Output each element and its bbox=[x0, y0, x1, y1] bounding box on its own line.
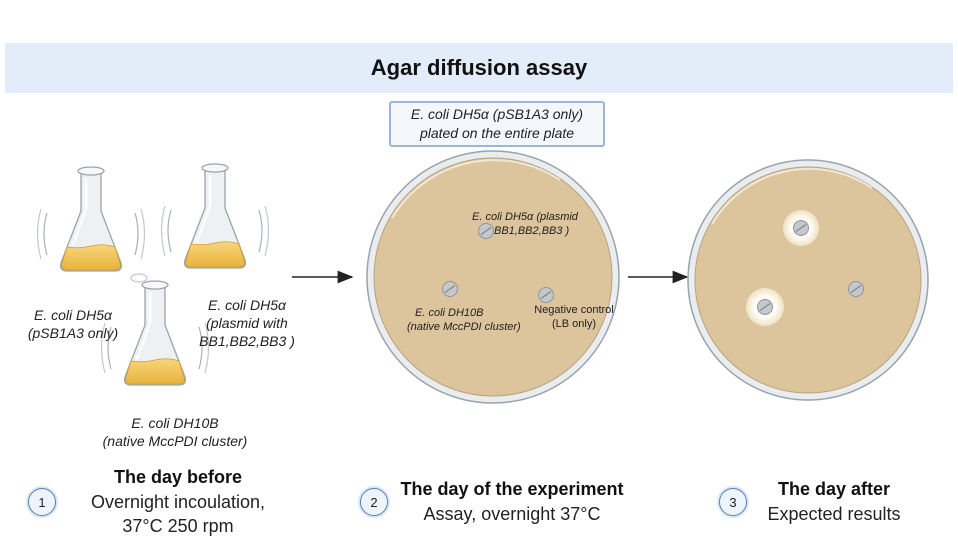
plating-callout: E. coli DH5α (pSB1A3 only) plated on the… bbox=[389, 101, 605, 147]
flask-label-dh5a-pSB1A3: E. coli DH5α (pSB1A3 only) bbox=[27, 307, 119, 341]
flask-label-dh5a-plasmid: E. coli DH5α (plasmid with BB1,BB2,BB3 ) bbox=[199, 297, 295, 349]
plate-label-dh5a-plasmid: E. coli DH5α (plasmid BB1,BB2,BB3 ) bbox=[472, 211, 578, 237]
antibiotic-disc bbox=[441, 280, 459, 298]
step-1-description: Overnight incoulation, 37°C 250 rpm bbox=[90, 492, 266, 536]
plate-label-dh10b: E. coli DH10B (native MccPDI cluster) bbox=[407, 307, 521, 333]
page-title: Agar diffusion assay bbox=[370, 55, 588, 80]
antibiotic-disc bbox=[756, 298, 774, 316]
antibiotic-disc bbox=[537, 286, 555, 304]
step-2-description: Assay, overnight 37°C bbox=[423, 504, 601, 524]
callout-line-1: E. coli DH5α (pSB1A3 only) bbox=[410, 106, 584, 122]
step-3-number-icon: 3 bbox=[719, 488, 747, 516]
flask-label-dh10b: E. coli DH10B (native MccPDI cluster) bbox=[102, 415, 248, 449]
step-2-title: The day of the experiment bbox=[400, 479, 624, 499]
title-band: Agar diffusion assay bbox=[5, 43, 953, 93]
flask-dh5a-plasmid bbox=[160, 162, 270, 270]
step-3-title: The day after bbox=[777, 479, 891, 499]
antibiotic-disc bbox=[792, 219, 810, 237]
petri-dish-assay bbox=[366, 150, 620, 404]
plate-label-negative-control: Negative control (LB only) bbox=[534, 304, 614, 330]
step-1-number-icon: 1 bbox=[28, 488, 56, 516]
callout-line-2: plated on the entire plate bbox=[419, 125, 575, 141]
flask-stopper-icon bbox=[130, 273, 148, 283]
step-3-description: Expected results bbox=[767, 504, 901, 524]
antibiotic-disc bbox=[847, 280, 865, 298]
petri-dish-results bbox=[687, 159, 929, 401]
flask-dh5a-pSB1A3 bbox=[36, 165, 146, 273]
step-1-title: The day before bbox=[113, 467, 243, 487]
step-2-number-icon: 2 bbox=[360, 488, 388, 516]
